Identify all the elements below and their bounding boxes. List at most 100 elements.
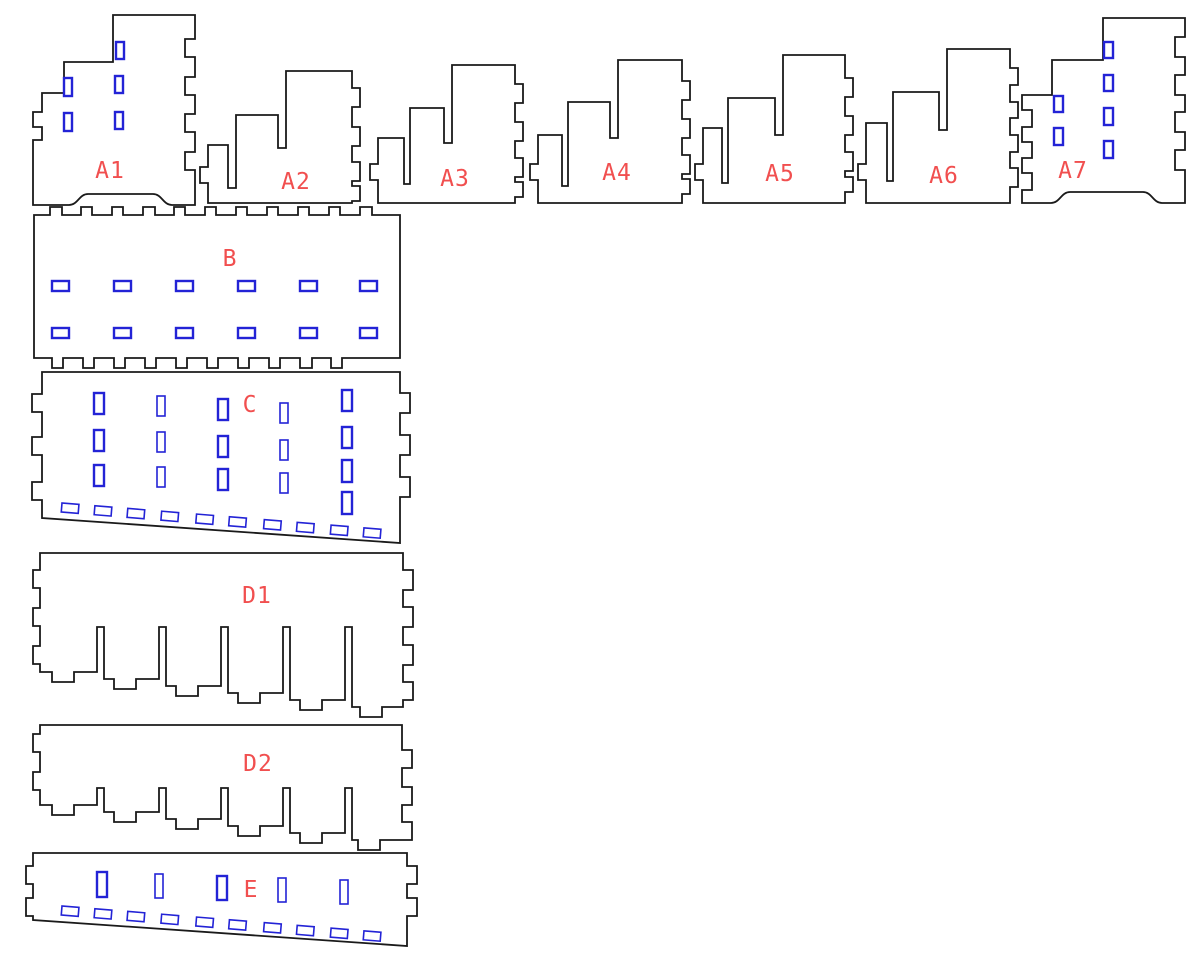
piece-d1-outline bbox=[32, 552, 414, 718]
slot-cutout bbox=[279, 402, 289, 424]
slot-cutout bbox=[358, 279, 379, 293]
piece-b-label: B bbox=[223, 246, 238, 272]
slot-cutout bbox=[154, 873, 164, 899]
slot-cutout bbox=[92, 463, 106, 488]
slot-cutout bbox=[62, 76, 74, 98]
piece-a2-label: A2 bbox=[281, 169, 311, 195]
slot-cutout bbox=[362, 526, 382, 540]
slot-cutout bbox=[93, 504, 113, 517]
piece-d1-label: D1 bbox=[242, 583, 272, 609]
slot-cutout bbox=[156, 431, 166, 453]
slot-cutout bbox=[93, 907, 113, 920]
slot-cutout bbox=[1102, 40, 1115, 60]
slot-cutout bbox=[112, 279, 133, 293]
slot-cutout bbox=[236, 279, 257, 293]
slot-cutout bbox=[1102, 73, 1115, 93]
slot-cutout bbox=[298, 326, 319, 340]
slot-cutout bbox=[1052, 94, 1065, 114]
piece-a1-outline bbox=[32, 14, 196, 206]
slot-cutout bbox=[358, 326, 379, 340]
piece-e-label: E bbox=[244, 877, 259, 903]
piece-a1-label: A1 bbox=[95, 158, 125, 184]
slot-cutout bbox=[340, 490, 354, 516]
slot-cutout bbox=[340, 425, 354, 450]
piece-a7-outline bbox=[1021, 17, 1186, 204]
piece-e-outline bbox=[25, 852, 418, 947]
slot-cutout bbox=[92, 391, 106, 416]
slot-cutout bbox=[295, 521, 316, 534]
slot-cutout bbox=[156, 395, 166, 417]
piece-a7-label: A7 bbox=[1058, 158, 1088, 184]
piece-a6-label: A6 bbox=[929, 163, 959, 189]
slot-cutout bbox=[113, 74, 125, 95]
piece-b: B bbox=[33, 206, 401, 369]
slot-cutout bbox=[126, 910, 146, 923]
slot-cutout bbox=[50, 279, 71, 293]
piece-c-label: C bbox=[243, 392, 258, 418]
slot-cutout bbox=[50, 326, 71, 340]
slot-cutout bbox=[194, 513, 215, 526]
piece-d2-outline bbox=[32, 724, 413, 851]
piece-a6-outline bbox=[857, 48, 1019, 204]
piece-a3-outline bbox=[369, 64, 524, 204]
slot-cutout bbox=[215, 874, 229, 902]
piece-d1: D1 bbox=[32, 552, 414, 718]
slot-cutout bbox=[92, 428, 106, 453]
slot-cutout bbox=[236, 326, 257, 340]
slot-cutout bbox=[295, 924, 316, 937]
slot-cutout bbox=[160, 913, 180, 926]
slot-cutout bbox=[62, 111, 74, 133]
piece-a2-outline bbox=[199, 70, 361, 204]
slot-cutout bbox=[95, 870, 109, 899]
slot-cutout bbox=[1052, 126, 1065, 147]
piece-a5-outline bbox=[694, 54, 854, 204]
slot-cutout bbox=[1102, 106, 1115, 127]
slot-cutout bbox=[113, 110, 125, 131]
piece-a4-label: A4 bbox=[602, 160, 632, 186]
slot-cutout bbox=[60, 502, 80, 515]
piece-a4: A4 bbox=[529, 59, 691, 204]
slot-cutout bbox=[340, 458, 354, 484]
piece-b-outline bbox=[33, 206, 401, 369]
slot-cutout bbox=[1102, 139, 1115, 160]
piece-a7: A7 bbox=[1021, 17, 1186, 204]
slot-cutout bbox=[279, 439, 289, 461]
slot-cutout bbox=[216, 467, 230, 492]
slot-cutout bbox=[298, 279, 319, 293]
slot-cutout bbox=[262, 518, 283, 531]
piece-a2: A2 bbox=[199, 70, 361, 204]
piece-a1: A1 bbox=[32, 14, 196, 206]
piece-a4-outline bbox=[529, 59, 691, 204]
diagonal-slot-row bbox=[60, 905, 382, 943]
piece-e: E bbox=[25, 852, 418, 947]
piece-a6: A6 bbox=[857, 48, 1019, 204]
slot-cutout bbox=[194, 916, 215, 929]
slot-cutout bbox=[227, 515, 248, 528]
piece-d2: D2 bbox=[32, 724, 413, 851]
slot-cutout bbox=[174, 326, 195, 340]
slot-cutout bbox=[362, 929, 382, 943]
slot-cutout bbox=[114, 40, 126, 61]
slot-cutout bbox=[329, 927, 349, 940]
slot-cutout bbox=[174, 279, 195, 293]
piece-c: C bbox=[31, 371, 411, 544]
slot-cutout bbox=[112, 326, 133, 340]
diagonal-slot-row bbox=[60, 502, 382, 540]
slot-cutout bbox=[340, 388, 354, 413]
piece-a3-label: A3 bbox=[440, 166, 470, 192]
slot-cutout bbox=[227, 918, 248, 931]
slot-cutout bbox=[262, 921, 283, 934]
slot-cutout bbox=[329, 524, 349, 537]
piece-a5: A5 bbox=[694, 54, 854, 204]
slot-cutout bbox=[156, 466, 166, 488]
slot-cutout bbox=[216, 397, 230, 422]
piece-a3: A3 bbox=[369, 64, 524, 204]
slot-cutout bbox=[60, 905, 80, 918]
slot-cutout bbox=[279, 472, 289, 494]
piece-a5-label: A5 bbox=[765, 161, 795, 187]
slot-cutout bbox=[126, 507, 146, 520]
piece-c-outline bbox=[31, 371, 411, 544]
slot-cutout bbox=[160, 510, 180, 523]
